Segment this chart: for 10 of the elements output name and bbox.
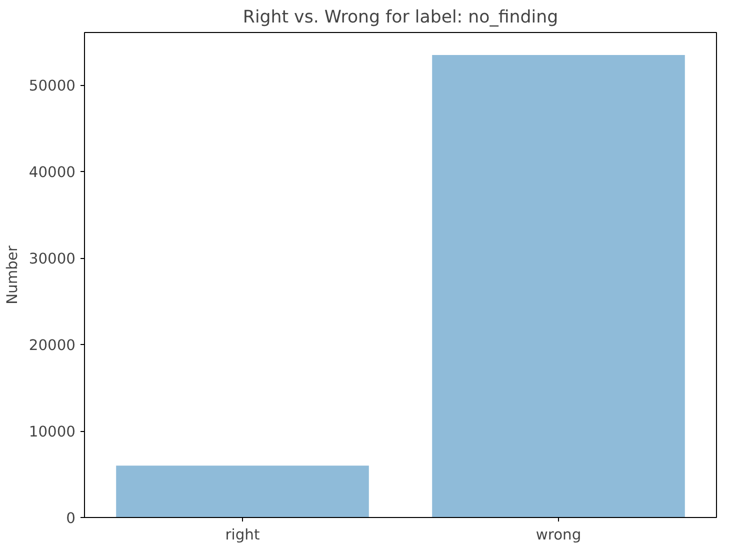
y-axis-title: Number (4, 244, 21, 304)
y-tick-label: 50000 (28, 78, 76, 95)
y-tick-label: 20000 (28, 337, 76, 354)
y-tick-label: 0 (66, 510, 76, 527)
x-tick-label: right (225, 526, 260, 544)
y-tick-label: 40000 (28, 164, 76, 182)
chart-title: Right vs. Wrong for label: no_finding (242, 8, 558, 28)
y-tick-label: 10000 (28, 424, 76, 441)
x-tick-label: wrong (536, 526, 582, 544)
y-tick-label: 30000 (28, 250, 76, 268)
